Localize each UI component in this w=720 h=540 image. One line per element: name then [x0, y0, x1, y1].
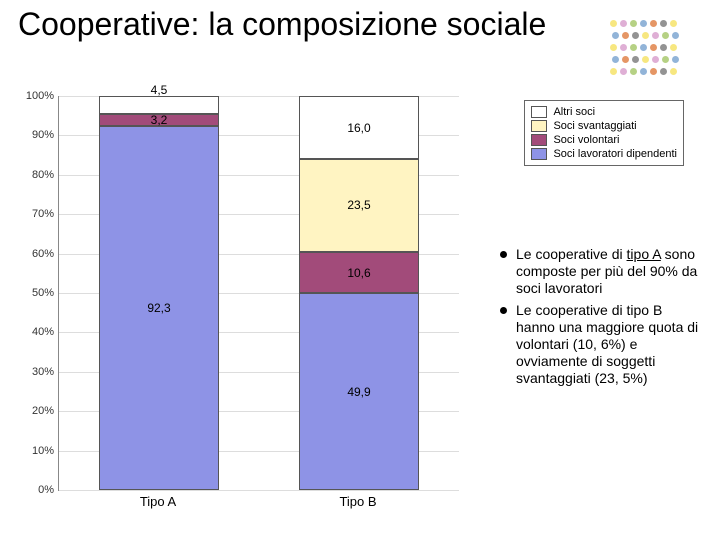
deco-dot: [640, 20, 647, 27]
bar-group: 49,9 10,6 23,5 16,0: [299, 96, 419, 490]
bar-segment: 3,2: [99, 114, 219, 127]
deco-dot: [620, 20, 627, 27]
deco-dot: [612, 32, 619, 39]
deco-dot: [640, 68, 647, 75]
composition-chart: 92,3 3,24,5 49,9 10,6 23,5 16,0 0% 10% 20% 30% 40…: [18, 96, 460, 510]
deco-dot: [622, 56, 629, 63]
legend-item: Soci volontari: [531, 133, 677, 147]
bullet-item: Le cooperative di tipo B hanno una maggi…: [500, 302, 700, 386]
deco-dot: [672, 32, 679, 39]
deco-dot: [652, 32, 659, 39]
segment-label: 4,5: [151, 83, 168, 97]
deco-dot: [642, 56, 649, 63]
corner-decoration: [610, 20, 700, 90]
deco-dot: [670, 20, 677, 27]
deco-dot: [662, 32, 669, 39]
bar-segment: 10,6: [299, 252, 419, 294]
y-tick-label: 50%: [18, 287, 54, 299]
y-tick-label: 70%: [18, 208, 54, 220]
legend-swatch: [531, 120, 547, 132]
bullet-list: Le cooperative di tipo A sono composte p…: [500, 246, 700, 392]
deco-dot: [610, 20, 617, 27]
page-title: Cooperative: la composizione sociale: [18, 6, 546, 43]
grid-line: [59, 490, 459, 491]
y-tick-label: 30%: [18, 366, 54, 378]
deco-dot: [620, 68, 627, 75]
legend-swatch: [531, 106, 547, 118]
deco-dot: [662, 56, 669, 63]
legend-label: Soci svantaggiati: [553, 120, 636, 132]
deco-dot: [612, 56, 619, 63]
y-tick-label: 80%: [18, 169, 54, 181]
deco-dot: [620, 44, 627, 51]
legend-label: Altri soci: [553, 106, 595, 118]
deco-dot: [630, 44, 637, 51]
deco-dot: [650, 20, 657, 27]
deco-dot: [610, 44, 617, 51]
x-category-label: Tipo B: [298, 494, 418, 509]
bar-group: 92,3 3,24,5: [99, 96, 219, 490]
segment-label: 92,3: [147, 301, 170, 315]
deco-dot: [632, 56, 639, 63]
chart-legend: Altri soci Soci svantaggiati Soci volontar…: [524, 100, 684, 166]
deco-dot: [670, 44, 677, 51]
legend-label: Soci volontari: [553, 134, 619, 146]
segment-label: 49,9: [347, 385, 370, 399]
legend-swatch: [531, 134, 547, 146]
bar-segment: 92,3: [99, 126, 219, 490]
segment-label: 3,2: [151, 113, 168, 127]
deco-dot: [672, 56, 679, 63]
deco-dot: [640, 44, 647, 51]
deco-dot: [652, 56, 659, 63]
deco-dot: [660, 68, 667, 75]
y-tick-label: 0%: [18, 484, 54, 496]
legend-label: Soci lavoratori dipendenti: [553, 148, 677, 160]
deco-dot: [610, 68, 617, 75]
deco-dot: [670, 68, 677, 75]
legend-item: Soci lavoratori dipendenti: [531, 147, 677, 161]
deco-dot: [630, 68, 637, 75]
y-tick-label: 100%: [18, 90, 54, 102]
deco-dot: [660, 44, 667, 51]
deco-dot: [632, 32, 639, 39]
x-category-label: Tipo A: [98, 494, 218, 509]
deco-dot: [630, 20, 637, 27]
bar-segment: 16,0: [299, 96, 419, 159]
bar-segment: 49,9: [299, 293, 419, 490]
y-tick-label: 20%: [18, 405, 54, 417]
legend-item: Soci svantaggiati: [531, 119, 677, 133]
legend-swatch: [531, 148, 547, 160]
plot-area: 92,3 3,24,5 49,9 10,6 23,5 16,0: [58, 96, 459, 491]
deco-dot: [660, 20, 667, 27]
segment-label: 23,5: [347, 198, 370, 212]
legend-item: Altri soci: [531, 105, 677, 119]
deco-dot: [650, 44, 657, 51]
deco-dot: [650, 68, 657, 75]
bullet-item: Le cooperative di tipo A sono composte p…: [500, 246, 700, 296]
segment-label: 16,0: [347, 121, 370, 135]
y-tick-label: 90%: [18, 129, 54, 141]
y-tick-label: 60%: [18, 248, 54, 260]
segment-label: 10,6: [347, 266, 370, 280]
y-tick-label: 40%: [18, 326, 54, 338]
slide: Cooperative: la composizione sociale 92,…: [0, 0, 720, 540]
bar-segment: 4,5: [99, 96, 219, 114]
deco-dot: [642, 32, 649, 39]
deco-dot: [622, 32, 629, 39]
bar-segment: 23,5: [299, 159, 419, 252]
y-tick-label: 10%: [18, 445, 54, 457]
